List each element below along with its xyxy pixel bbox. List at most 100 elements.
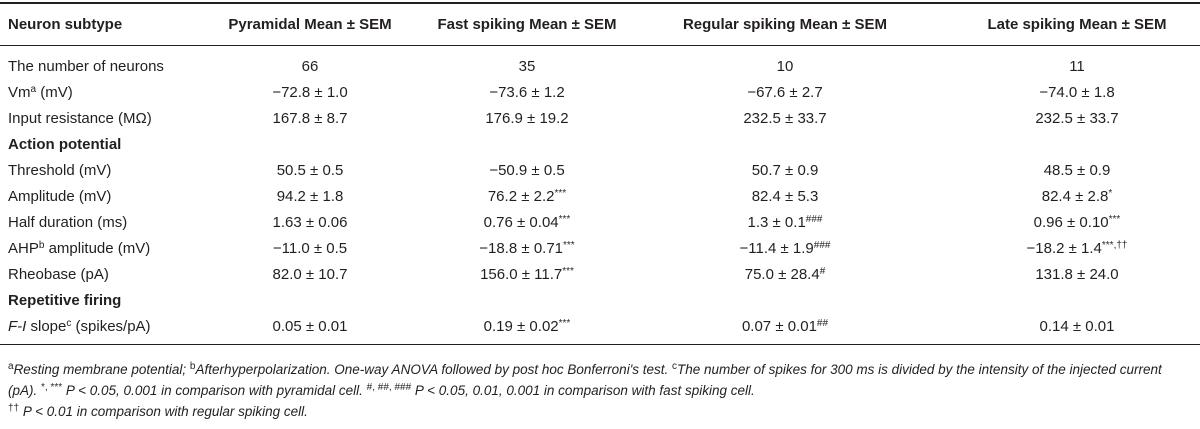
footnote-hash-text: P < 0.05, 0.01, 0.001 in comparison with… [411, 383, 755, 398]
cell-late-spiking: 0.96 ± 0.10*** [962, 210, 1192, 236]
cell-fast-spiking: 156.0 ± 11.7*** [432, 262, 622, 288]
cell-regular-spiking: 82.4 ± 5.3 [751, 188, 819, 205]
significance-mark: ## [816, 318, 829, 329]
footnote-star-text: P < 0.05, 0.001 in comparison with pyram… [62, 383, 367, 398]
cell-pyramidal: 94.2 ± 1.8 [276, 188, 344, 205]
cell-pyramidal: 0.05 ± 0.01 [272, 318, 348, 335]
table-footnotes: aResting membrane potential; bAfterhyper… [8, 359, 1194, 422]
cell-pyramidal: 82.0 ± 10.7 [272, 266, 348, 283]
cell-fast-spiking: −73.6 ± 1.2 [489, 84, 565, 101]
footnote-b-text: Afterhyperpolarization. One-way ANOVA fo… [195, 362, 673, 377]
cell-regular-spiking: 1.3 ± 0.1### [680, 210, 890, 236]
significance-mark: *** [1108, 214, 1121, 225]
cell-late-spiking: 82.4 ± 2.8* [962, 184, 1192, 210]
table-top-rule [0, 2, 1200, 4]
cell-value: −18.2 ± 1.4 [1026, 240, 1102, 257]
footnote-mark: b [38, 240, 45, 251]
significance-mark: ***,†† [1101, 240, 1128, 251]
cell-fast-spiking: 0.19 ± 0.02*** [432, 314, 622, 340]
label-text: Vm [8, 84, 31, 101]
cell-fast-spiking: −18.8 ± 0.71*** [432, 236, 622, 262]
cell-late-spiking: 131.8 ± 24.0 [1035, 266, 1119, 283]
footnote-c-mark: c [672, 361, 678, 372]
table-row-amplitude: Amplitude (mV) 94.2 ± 1.8 76.2 ± 2.2*** … [0, 184, 1200, 210]
cell-regular-spiking: −11.4 ± 1.9### [680, 236, 890, 262]
footnote-a-text: Resting membrane potential; [13, 362, 190, 377]
cell-value: 156.0 ± 11.7 [480, 266, 563, 283]
footnote-mark: c [66, 318, 72, 329]
table-bottom-rule [0, 344, 1200, 345]
label-italic: F-I [8, 318, 27, 335]
cell-late-spiking: 11 [1069, 58, 1085, 75]
cell-pyramidal: 167.8 ± 8.7 [272, 110, 348, 127]
header-late-spiking: Late spiking Mean ± SEM [987, 16, 1167, 33]
table-row-rheobase: Rheobase (pA) 82.0 ± 10.7 156.0 ± 11.7**… [0, 262, 1200, 288]
significance-mark: *** [558, 214, 571, 225]
cell-regular-spiking: 50.7 ± 0.9 [751, 162, 819, 179]
footnote-hash-marks: #, ##, ### [366, 382, 412, 393]
table-row-input-resistance: Input resistance (MΩ) 167.8 ± 8.7 176.9 … [0, 106, 1200, 132]
cell-regular-spiking: 10 [776, 58, 794, 75]
footnote-b-mark: b [189, 361, 196, 372]
section-title: Repetitive firing [8, 292, 122, 309]
cell-pyramidal: −11.0 ± 0.5 [272, 240, 348, 257]
cell-late-spiking: 0.14 ± 0.01 [1039, 318, 1115, 335]
significance-mark: *** [558, 318, 571, 329]
cell-late-spiking: 48.5 ± 0.9 [1043, 162, 1111, 179]
header-regular-spiking: Regular spiking Mean ± SEM [682, 16, 888, 33]
cell-value: 75.0 ± 28.4 [744, 266, 820, 283]
significance-mark: * [1108, 188, 1113, 199]
footnote-dagger-mark: †† [8, 403, 20, 414]
significance-mark: ### [805, 214, 823, 225]
header-pyramidal: Pyramidal Mean ± SEM [228, 16, 392, 33]
table-row-vm: Vma (mV) −72.8 ± 1.0 −73.6 ± 1.2 −67.6 ±… [0, 80, 1200, 106]
footnote-a-mark: a [8, 361, 14, 372]
cell-value: 0.76 ± 0.04 [483, 214, 559, 231]
header-subtype: Neuron subtype [8, 16, 123, 33]
cell-regular-spiking: 75.0 ± 28.4# [680, 262, 890, 288]
cell-late-spiking: −18.2 ± 1.4***,†† [962, 236, 1192, 262]
cell-late-spiking: 232.5 ± 33.7 [1035, 110, 1119, 127]
cell-pyramidal: 1.63 ± 0.06 [272, 214, 348, 231]
cell-value: 1.3 ± 0.1 [747, 214, 806, 231]
table-header-rule [0, 45, 1200, 46]
footnote-c-text: The number of spikes for 300 ms is divid… [8, 362, 1162, 398]
row-label: Vma (mV) [8, 80, 73, 106]
significance-mark: ### [813, 240, 831, 251]
significance-mark: *** [562, 266, 574, 277]
cell-late-spiking: −74.0 ± 1.8 [1039, 84, 1115, 101]
cell-fast-spiking: 35 [518, 58, 536, 75]
label-text: AHP [8, 240, 39, 257]
cell-value: 76.2 ± 2.2 [487, 188, 555, 205]
row-label: Half duration (ms) [8, 214, 128, 231]
table-row-ahp-amplitude: AHPb amplitude (mV) −11.0 ± 0.5 −18.8 ± … [0, 236, 1200, 262]
table-row-threshold: Threshold (mV) 50.5 ± 0.5 −50.9 ± 0.5 50… [0, 158, 1200, 184]
footnote-dagger-text: P < 0.01 in comparison with regular spik… [19, 404, 308, 419]
significance-mark: *** [563, 240, 575, 251]
cell-pyramidal: 50.5 ± 0.5 [276, 162, 344, 179]
row-label: Input resistance (MΩ) [8, 110, 152, 127]
cell-value: 0.19 ± 0.02 [483, 318, 559, 335]
cell-pyramidal: −72.8 ± 1.0 [272, 84, 348, 101]
cell-fast-spiking: 176.9 ± 19.2 [485, 110, 569, 127]
row-label: F-I slopec (spikes/pA) [8, 314, 151, 340]
cell-fast-spiking: −50.9 ± 0.5 [489, 162, 565, 179]
table-row-half-duration: Half duration (ms) 1.63 ± 0.06 0.76 ± 0.… [0, 210, 1200, 236]
header-fast-spiking: Fast spiking Mean ± SEM [437, 16, 617, 33]
significance-mark: *** [554, 188, 567, 199]
cell-regular-spiking: 0.07 ± 0.01## [680, 314, 890, 340]
cell-value: 82.4 ± 2.8 [1041, 188, 1109, 205]
cell-value: −18.8 ± 0.71 [479, 240, 564, 257]
row-label: AHPb amplitude (mV) [8, 236, 150, 262]
table-row-fi-slope: F-I slopec (spikes/pA) 0.05 ± 0.01 0.19 … [0, 314, 1200, 340]
row-label: Rheobase (pA) [8, 266, 109, 283]
cell-regular-spiking: −67.6 ± 2.7 [747, 84, 823, 101]
cell-value: 0.07 ± 0.01 [741, 318, 817, 335]
cell-value: −11.4 ± 1.9 [739, 240, 814, 257]
label-unit: (mV) [36, 84, 73, 101]
row-label: Amplitude (mV) [8, 188, 112, 205]
table-header-row: Neuron subtype Pyramidal Mean ± SEM Fast… [0, 12, 1200, 38]
label-unit: (spikes/pA) [71, 318, 151, 335]
cell-pyramidal: 66 [301, 58, 319, 75]
significance-mark: # [819, 266, 826, 277]
